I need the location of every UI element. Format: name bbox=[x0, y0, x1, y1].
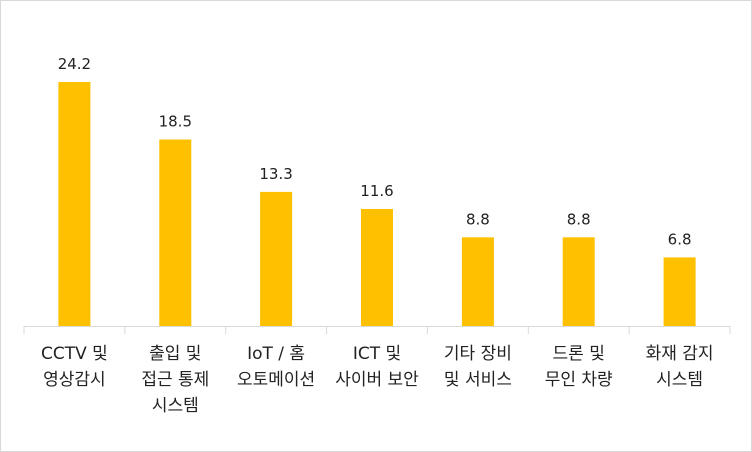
bar-3 bbox=[260, 191, 293, 326]
bar-2 bbox=[159, 139, 192, 326]
bars-group bbox=[58, 82, 696, 326]
category-label-line: 시스템 bbox=[151, 396, 199, 416]
category-label-line: 출입 및 bbox=[149, 344, 202, 364]
category-label-line: 접근 통제 bbox=[141, 370, 210, 390]
data-label-7: 6.8 bbox=[668, 230, 692, 248]
category-label-line: 기타 장비 bbox=[443, 344, 512, 364]
bar-5 bbox=[461, 237, 494, 326]
data-label-1: 24.2 bbox=[58, 55, 91, 73]
category-label-line: 영상감시 bbox=[43, 370, 106, 390]
category-label-line: 무인 차량 bbox=[544, 370, 613, 390]
x-axis bbox=[23, 326, 731, 334]
category-label-line: 오토메이션 bbox=[236, 370, 316, 390]
data-label-6: 8.8 bbox=[567, 210, 591, 228]
data-label-3: 13.3 bbox=[259, 165, 292, 183]
category-label-line: 사이버 보안 bbox=[335, 370, 419, 390]
category-label-line: 및 서비스 bbox=[443, 370, 512, 390]
category-label-line: CCTV 및 bbox=[40, 344, 108, 364]
data-labels-group: 24.2 18.5 13.3 11.6 8.8 8.8 6.8 bbox=[58, 55, 692, 248]
data-label-2: 18.5 bbox=[159, 113, 192, 131]
bar-1 bbox=[58, 82, 91, 326]
bar-6 bbox=[562, 237, 595, 326]
category-label-line: 드론 및 bbox=[552, 344, 605, 364]
bar-4 bbox=[361, 209, 393, 326]
bar-7 bbox=[663, 257, 696, 326]
category-label-line: IoT / 홈 bbox=[247, 344, 306, 364]
category-label-line: ICT 및 bbox=[352, 344, 402, 364]
data-label-4: 11.6 bbox=[360, 182, 393, 200]
data-label-5: 8.8 bbox=[466, 210, 490, 228]
category-label-line: 화재 감지 bbox=[645, 344, 714, 364]
category-label-line: 시스템 bbox=[656, 370, 704, 390]
